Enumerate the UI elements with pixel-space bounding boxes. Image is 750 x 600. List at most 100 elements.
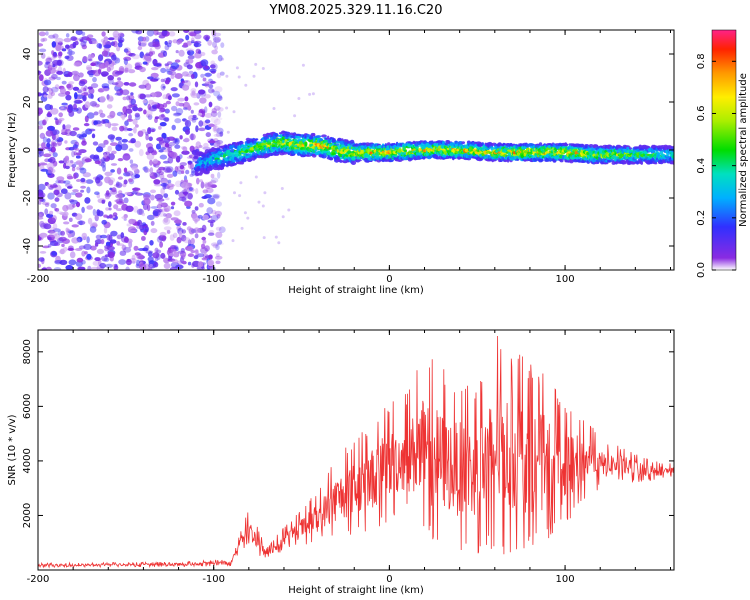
spectrogram-noise-speckle <box>42 37 48 42</box>
spectrogram-noise-speckle <box>131 254 136 261</box>
spectrogram-noise-speckle <box>142 61 148 65</box>
spectrogram-noise-speckle <box>87 217 93 225</box>
spectrogram-noise-speckle <box>106 104 113 109</box>
spectrogram-noise-speckle <box>156 169 162 174</box>
spectrogram-noise-speckle <box>111 150 117 155</box>
spectrogram-noise-speckle <box>38 183 46 191</box>
spectrogram-noise-speckle <box>84 251 88 255</box>
spectrogram-noise-speckle <box>156 198 165 202</box>
spectrogram-noise-speckle <box>78 80 86 87</box>
spectrogram-noise-speckle <box>47 125 55 131</box>
spectrogram-noise-speckle <box>214 255 223 260</box>
spectrogram-noise-speckle <box>208 88 215 94</box>
spectrogram-noise-speckle <box>187 253 194 258</box>
spectrogram-noise-speckle <box>202 214 209 220</box>
spectrogram-noise-speckle <box>133 205 139 213</box>
spectrogram-noise-speckle <box>168 183 172 186</box>
spectrogram-noise-speckle <box>38 31 46 37</box>
spectrogram-signal-cell <box>446 140 450 144</box>
spectrogram-noise-speckle <box>67 185 74 189</box>
spectrogram-noise-speckle <box>137 130 144 137</box>
spectrogram-noise-speckle <box>180 234 187 242</box>
spectrogram-noise-speckle <box>197 112 203 116</box>
spectrogram-noise-speckle <box>75 30 83 36</box>
spectrogram-noise-speckle <box>60 188 68 194</box>
spectrogram-noise-speckle <box>178 49 185 57</box>
spectrogram-noise-speckle <box>207 259 215 267</box>
spectrogram-signal-cell <box>397 148 403 153</box>
spectrogram-noise-speckle <box>152 252 160 259</box>
spectrogram-noise-speckle <box>194 233 199 239</box>
spectrogram-noise-speckle <box>123 127 129 132</box>
spectrogram-noise-speckle <box>64 155 70 161</box>
spectrogram-noise-speckle <box>82 172 92 178</box>
spectrogram-noise-speckle <box>117 158 124 162</box>
spectrogram-noise-speckle <box>207 39 213 46</box>
spectrogram-noise-speckle <box>49 210 54 215</box>
spectrogram-noise-speckle <box>87 86 93 90</box>
spectrogram-noise-speckle <box>75 179 82 182</box>
spectrogram-noise-speckle <box>204 94 211 99</box>
spectrogram-noise-speckle <box>96 146 104 153</box>
spectrogram-noise-speckle <box>44 116 49 122</box>
spectrogram-noise-speckle <box>201 236 206 241</box>
spectrogram-noise-speckle <box>81 232 88 240</box>
spectrogram-noise-speckle <box>193 30 202 34</box>
spectrogram-noise-speckle <box>201 196 208 199</box>
spectrogram-noise-speckle <box>108 207 112 211</box>
spectrogram-noise-speckle <box>99 113 106 118</box>
spectrogram-noise-speckle <box>217 111 222 118</box>
spectrogram-noise-speckle <box>150 206 159 209</box>
spectrogram-noise-speckle <box>107 95 114 102</box>
spectrogram-noise-speckle <box>67 230 74 234</box>
spectrogram-noise-speckle <box>308 92 312 96</box>
spectrogram-noise-speckle <box>208 123 215 128</box>
spectrogram-noise-speckle <box>293 114 297 118</box>
spectrogram-noise-speckle <box>47 111 51 117</box>
spectrogram-noise-speckle <box>125 50 132 56</box>
spectrogram-noise-speckle <box>91 133 96 139</box>
spectrogram-noise-speckle <box>174 189 180 195</box>
spectrogram-signal-cell <box>331 152 337 156</box>
spectrogram-noise-speckle <box>136 208 144 215</box>
y-tick-label: 8000 <box>22 339 33 364</box>
spectrogram-noise-speckle <box>177 97 186 102</box>
spectrogram-noise-speckle <box>163 166 171 173</box>
spectrogram-noise-speckle <box>84 101 91 109</box>
spectrogram-noise-speckle <box>141 236 146 241</box>
spectrogram-noise-speckle <box>128 229 137 233</box>
spectrogram-noise-speckle <box>51 133 57 141</box>
x-tick-label: -100 <box>202 574 225 585</box>
spectrogram-noise-speckle <box>261 204 265 208</box>
spectrogram-noise-speckle <box>204 81 210 88</box>
spectrogram-noise-speckle <box>209 68 217 73</box>
spectrogram-noise-speckle <box>38 43 44 47</box>
spectrogram-noise-speckle <box>89 54 95 59</box>
spectrogram-noise-speckle <box>165 166 174 173</box>
spectrogram-noise-speckle <box>160 78 165 83</box>
spectrogram-noise-speckle <box>154 172 160 178</box>
spectrogram-noise-speckle <box>205 132 211 138</box>
spectrogram-noise-speckle <box>38 70 42 74</box>
spectrogram-noise-speckle <box>146 214 155 221</box>
spectrogram-noise-speckle <box>160 182 169 187</box>
spectrogram-noise-speckle <box>98 143 106 149</box>
spectrogram-noise-speckle <box>210 80 216 84</box>
spectrogram-noise-speckle <box>177 39 183 44</box>
spectrogram-noise-speckle <box>38 125 44 130</box>
spectrogram-noise-speckle <box>201 243 206 249</box>
spectrogram-noise-speckle <box>54 208 60 212</box>
spectrogram-noise-speckle <box>84 158 92 163</box>
spectrogram-noise-speckle <box>64 192 72 200</box>
spectrogram-noise-speckle <box>220 42 225 48</box>
spectrogram-noise-speckle <box>167 95 172 101</box>
spectrogram-noise-speckle <box>139 51 145 59</box>
spectrogram-noise-speckle <box>208 84 214 89</box>
spectrogram-noise-speckle <box>83 123 90 127</box>
spectrogram-noise-speckle <box>73 151 78 156</box>
spectrogram-noise-speckle <box>280 187 284 190</box>
spectrogram-noise-speckle <box>212 125 220 133</box>
spectrogram-noise-speckle <box>84 85 88 92</box>
spectrogram-noise-speckle <box>178 231 183 238</box>
spectrogram-noise-speckle <box>121 216 128 220</box>
